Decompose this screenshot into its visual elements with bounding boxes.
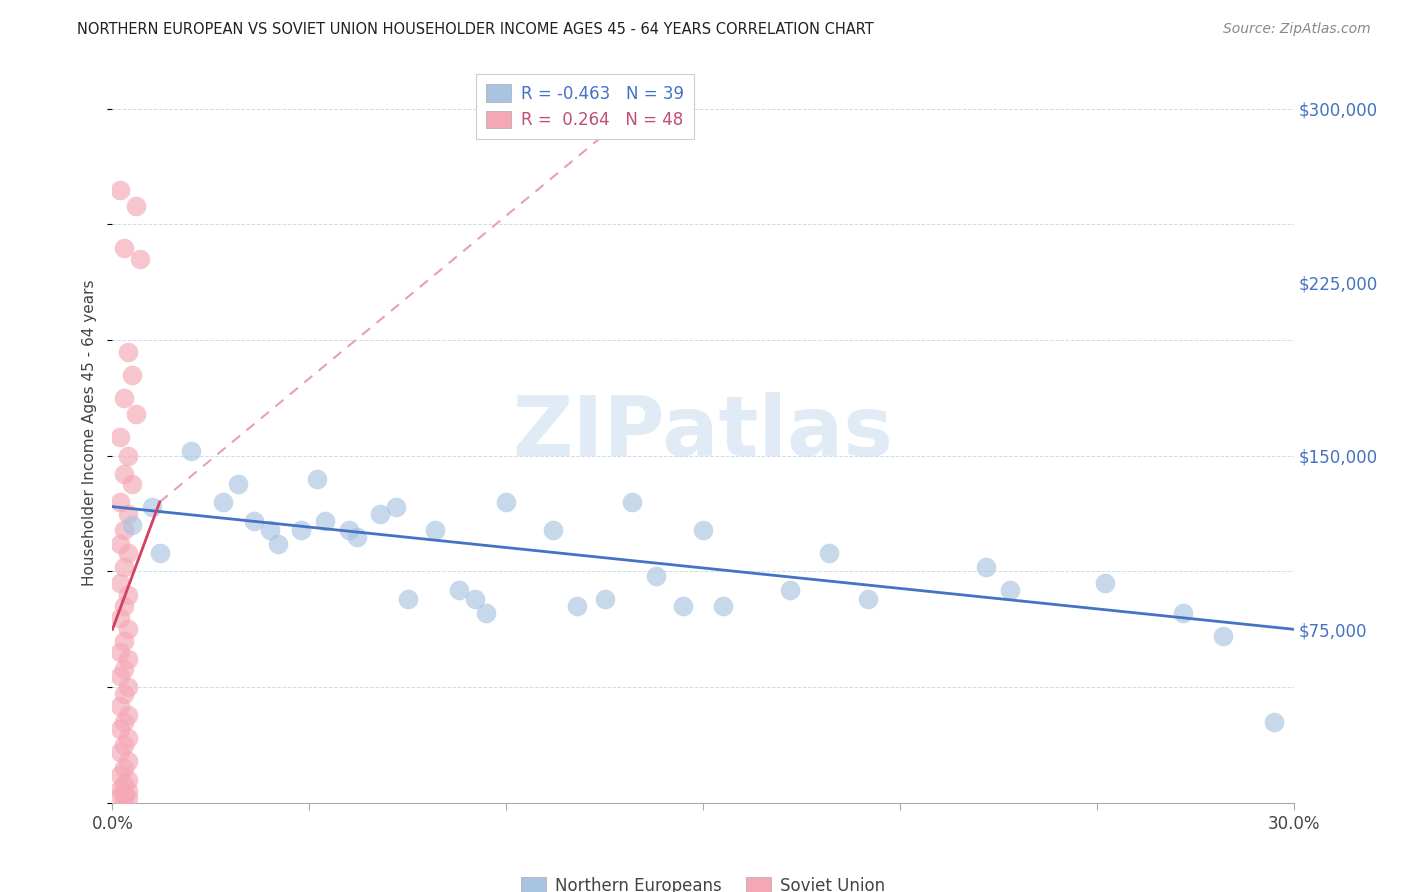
Point <box>121 476 143 491</box>
Point <box>112 523 135 537</box>
Point <box>1173 606 1195 620</box>
Point <box>112 761 135 775</box>
Point <box>259 523 281 537</box>
Point <box>307 472 329 486</box>
Point <box>110 745 132 759</box>
Point <box>385 500 408 514</box>
Point <box>112 777 135 791</box>
Point <box>495 495 517 509</box>
Point <box>117 546 139 560</box>
Point <box>112 738 135 752</box>
Point <box>112 792 135 806</box>
Text: Source: ZipAtlas.com: Source: ZipAtlas.com <box>1223 22 1371 37</box>
Point <box>779 582 801 597</box>
Point <box>110 536 132 550</box>
Point <box>117 707 139 722</box>
Point <box>644 569 666 583</box>
Point <box>692 523 714 537</box>
Point <box>112 714 135 729</box>
Point <box>110 668 132 682</box>
Point <box>129 252 152 266</box>
Point <box>112 559 135 574</box>
Point <box>447 582 470 597</box>
Point <box>110 576 132 591</box>
Point <box>117 449 139 463</box>
Point <box>543 523 565 537</box>
Point <box>112 633 135 648</box>
Point <box>110 768 132 782</box>
Point <box>110 789 132 803</box>
Point <box>117 680 139 694</box>
Point <box>858 592 880 607</box>
Point <box>112 662 135 676</box>
Point <box>110 698 132 713</box>
Point <box>112 687 135 701</box>
Point <box>818 546 841 560</box>
Point <box>117 622 139 636</box>
Point <box>149 546 172 560</box>
Point <box>110 781 132 796</box>
Point <box>228 476 250 491</box>
Point <box>117 754 139 768</box>
Point <box>117 588 139 602</box>
Point <box>125 407 148 421</box>
Point <box>337 523 360 537</box>
Point <box>110 495 132 509</box>
Point <box>112 787 135 801</box>
Point <box>425 523 447 537</box>
Point <box>110 722 132 736</box>
Point <box>593 592 616 607</box>
Point <box>117 791 139 805</box>
Point <box>117 507 139 521</box>
Point <box>346 530 368 544</box>
Point <box>368 507 391 521</box>
Point <box>565 599 588 614</box>
Point <box>998 582 1021 597</box>
Point <box>121 518 143 533</box>
Point <box>112 391 135 405</box>
Point <box>112 599 135 614</box>
Point <box>475 606 498 620</box>
Point <box>464 592 486 607</box>
Point <box>711 599 734 614</box>
Point <box>117 784 139 798</box>
Point <box>112 240 135 255</box>
Legend: Northern Europeans, Soviet Union: Northern Europeans, Soviet Union <box>515 871 891 892</box>
Point <box>117 344 139 359</box>
Point <box>112 467 135 482</box>
Point <box>1212 629 1234 643</box>
Point <box>211 495 233 509</box>
Point <box>976 559 998 574</box>
Point <box>117 731 139 745</box>
Point <box>180 444 202 458</box>
Point <box>267 536 290 550</box>
Point <box>110 183 132 197</box>
Point <box>110 430 132 444</box>
Point <box>621 495 644 509</box>
Point <box>141 500 163 514</box>
Point <box>1094 576 1116 591</box>
Point <box>121 368 143 382</box>
Y-axis label: Householder Income Ages 45 - 64 years: Householder Income Ages 45 - 64 years <box>82 279 97 586</box>
Point <box>110 645 132 659</box>
Point <box>110 610 132 624</box>
Point <box>314 514 336 528</box>
Point <box>396 592 419 607</box>
Point <box>290 523 312 537</box>
Point <box>117 652 139 666</box>
Point <box>672 599 695 614</box>
Point <box>1263 714 1285 729</box>
Text: ZIPatlas: ZIPatlas <box>513 392 893 473</box>
Point <box>125 199 148 213</box>
Point <box>117 772 139 787</box>
Point <box>243 514 266 528</box>
Text: NORTHERN EUROPEAN VS SOVIET UNION HOUSEHOLDER INCOME AGES 45 - 64 YEARS CORRELAT: NORTHERN EUROPEAN VS SOVIET UNION HOUSEH… <box>77 22 875 37</box>
